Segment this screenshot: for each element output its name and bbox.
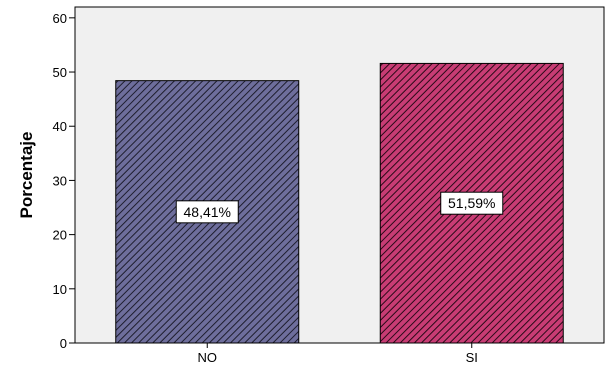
x-tick-label: SI <box>466 350 478 365</box>
x-tick-label: NO <box>198 350 218 365</box>
y-tick-label: 50 <box>53 65 67 80</box>
x-axis: NO SI <box>198 343 478 365</box>
data-label: 51,59% <box>448 195 495 211</box>
y-tick-label: 10 <box>53 282 67 297</box>
data-label-box <box>175 200 239 224</box>
data-label: 48,41% <box>184 204 231 220</box>
y-tick-label: 40 <box>53 119 67 134</box>
bars: 48,41% 51,59% <box>115 62 564 344</box>
y-tick-label: 20 <box>53 228 67 243</box>
y-tick-label: 0 <box>60 336 67 351</box>
y-axis-label: Porcentaje <box>17 132 36 219</box>
y-tick-label: 30 <box>53 173 67 188</box>
data-label-box <box>440 191 504 215</box>
y-axis: 0 10 20 30 40 50 60 <box>53 11 75 351</box>
y-tick-label: 60 <box>53 11 67 26</box>
